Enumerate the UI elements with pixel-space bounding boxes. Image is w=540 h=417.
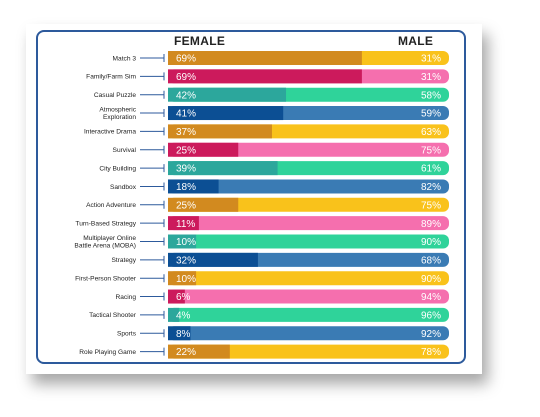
value-label-male: 31% [421,72,441,83]
category-label: City Building [99,165,136,172]
bar-female [168,161,278,176]
bar-female [168,216,199,231]
bar-male [168,307,449,322]
bar-female [168,271,197,286]
value-label-male: 82% [421,182,441,193]
value-label-female: 25% [176,145,196,156]
value-label-male: 58% [421,90,441,101]
bar-male [168,344,449,359]
bar-male [168,326,449,341]
category-label: Turn-Based Strategy [75,220,136,227]
category-label: Atmospheric Exploration [99,106,136,120]
category-label: Casual Puzzle [94,92,136,99]
category-label: Match 3 [113,55,137,62]
value-label-female: 18% [176,182,196,193]
value-label-female: 25% [176,200,196,211]
bar-female [168,289,185,304]
value-label-male: 78% [421,347,441,358]
category-label: First-Person Shooter [75,276,137,283]
bar-female [168,307,180,322]
value-label-male: 89% [421,219,441,230]
value-label-male: 61% [421,164,441,175]
bar-female [168,51,362,65]
bar-female [168,252,258,267]
bar-male [168,179,449,194]
bar-female [168,69,362,84]
category-label: Interactive Drama [84,129,136,136]
value-label-female: 39% [176,164,196,175]
value-label-female: 11% [176,219,195,230]
value-label-male: 59% [421,109,441,120]
value-label-male: 96% [421,311,441,322]
male-header: MALE [398,34,434,48]
value-label-female: 69% [176,72,196,83]
value-label-female: 10% [176,237,196,248]
value-label-female: 6% [176,292,191,303]
bar-male [168,289,449,304]
female-header: FEMALE [174,34,226,48]
value-label-female: 41% [176,109,196,120]
bar-female [168,326,191,341]
value-label-male: 75% [421,200,441,211]
bar-female [168,87,287,102]
category-label: Sports [117,331,137,338]
value-label-male: 68% [421,255,441,266]
bar-male [168,271,449,286]
value-label-male: 92% [421,329,441,340]
value-label-female: 37% [176,127,196,138]
bar-female [168,197,239,212]
value-label-male: 63% [421,127,441,138]
value-label-male: 90% [421,237,441,248]
category-label: Family/Farm Sim [86,74,136,81]
value-label-female: 10% [176,274,196,285]
bar-female [168,106,284,121]
value-label-female: 8% [176,329,191,340]
value-label-female: 32% [176,255,196,266]
value-label-female: 42% [176,90,196,101]
value-label-male: 94% [421,292,441,303]
category-label: Survival [113,147,137,154]
value-label-male: 90% [421,274,441,285]
bar-female [168,179,219,194]
category-label: Multiplayer Online Battle Arena (MOBA) [74,235,136,249]
value-label-male: 31% [421,54,441,65]
bar-female [168,344,230,359]
value-label-female: 69% [176,54,196,65]
category-label: Tactical Shooter [89,312,137,319]
category-label: Strategy [111,257,136,264]
value-label-male: 75% [421,145,441,156]
bar-male [168,216,449,231]
value-label-female: 4% [176,311,191,322]
bar-male [168,234,449,249]
bar-female [168,124,272,139]
category-label: Racing [115,294,136,301]
bar-female [168,142,239,157]
category-label: Action Adventure [86,202,136,209]
bar-female [168,234,197,249]
category-label: Role Playing Game [79,349,136,356]
value-label-female: 22% [176,347,196,358]
category-label: Sandbox [110,184,137,191]
